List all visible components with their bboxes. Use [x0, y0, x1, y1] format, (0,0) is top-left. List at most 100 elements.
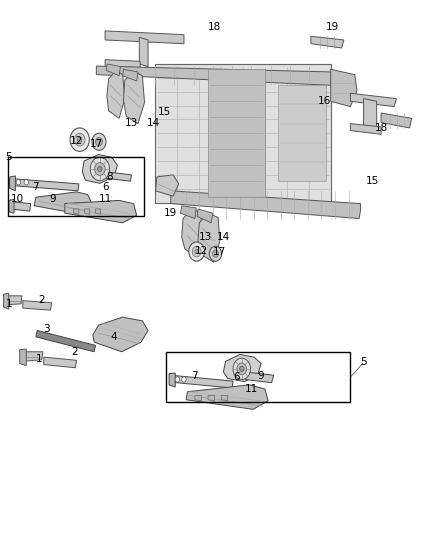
Circle shape: [209, 246, 222, 261]
Polygon shape: [11, 179, 79, 191]
Text: 9: 9: [257, 371, 264, 381]
Polygon shape: [381, 113, 412, 128]
Polygon shape: [198, 213, 220, 262]
Polygon shape: [331, 69, 357, 107]
Text: 4: 4: [110, 332, 117, 342]
Polygon shape: [65, 200, 137, 223]
Polygon shape: [107, 70, 125, 118]
Circle shape: [98, 166, 102, 172]
Polygon shape: [221, 395, 228, 401]
Polygon shape: [36, 330, 95, 352]
Polygon shape: [105, 60, 140, 68]
Polygon shape: [245, 372, 274, 383]
Text: 19: 19: [326, 22, 339, 31]
Text: 18: 18: [374, 123, 388, 133]
Text: 2: 2: [71, 347, 78, 357]
Text: 19: 19: [164, 208, 177, 218]
Text: 3: 3: [42, 325, 49, 334]
Polygon shape: [82, 155, 117, 183]
Polygon shape: [96, 66, 332, 85]
Text: 14: 14: [147, 118, 160, 127]
Circle shape: [233, 358, 251, 379]
Polygon shape: [278, 85, 326, 181]
Text: 13: 13: [125, 118, 138, 127]
Circle shape: [90, 157, 110, 181]
Polygon shape: [186, 385, 268, 409]
Polygon shape: [364, 99, 377, 131]
Circle shape: [92, 133, 106, 150]
Circle shape: [212, 250, 219, 257]
Text: 13: 13: [199, 232, 212, 242]
Polygon shape: [34, 192, 92, 214]
Polygon shape: [22, 352, 43, 361]
Text: 7: 7: [32, 182, 39, 191]
Text: 8: 8: [106, 172, 113, 182]
Bar: [166, 352, 350, 402]
Polygon shape: [10, 176, 15, 191]
Text: 1: 1: [5, 299, 12, 309]
Circle shape: [182, 377, 186, 382]
Polygon shape: [95, 209, 101, 214]
Circle shape: [74, 133, 85, 146]
Circle shape: [95, 138, 102, 146]
Polygon shape: [208, 69, 265, 197]
Circle shape: [24, 180, 28, 185]
Text: 15: 15: [366, 176, 379, 186]
Polygon shape: [171, 375, 233, 388]
Polygon shape: [44, 357, 77, 368]
Text: 14: 14: [217, 232, 230, 242]
Text: 18: 18: [208, 22, 221, 31]
Polygon shape: [104, 172, 131, 181]
Text: 6: 6: [102, 182, 109, 191]
Polygon shape: [105, 31, 184, 44]
Text: 10: 10: [11, 195, 24, 204]
Polygon shape: [171, 191, 360, 219]
Polygon shape: [350, 93, 396, 107]
Text: 17: 17: [212, 247, 226, 257]
Text: 16: 16: [318, 96, 331, 106]
Text: 15: 15: [158, 107, 171, 117]
Circle shape: [237, 363, 247, 375]
Circle shape: [192, 246, 201, 257]
Text: 12: 12: [70, 136, 83, 146]
Polygon shape: [139, 37, 148, 67]
Text: 12: 12: [195, 246, 208, 255]
Polygon shape: [9, 199, 14, 213]
Polygon shape: [74, 209, 79, 214]
Polygon shape: [23, 301, 52, 310]
Circle shape: [189, 242, 205, 261]
Polygon shape: [85, 209, 90, 214]
Polygon shape: [155, 64, 331, 203]
Polygon shape: [155, 175, 179, 196]
Bar: [8, 157, 144, 216]
Polygon shape: [180, 206, 196, 219]
Circle shape: [95, 163, 105, 175]
Text: 5: 5: [5, 152, 12, 162]
Polygon shape: [4, 293, 9, 309]
Polygon shape: [93, 317, 148, 352]
Polygon shape: [208, 395, 215, 401]
Polygon shape: [124, 72, 145, 124]
Text: 11: 11: [99, 195, 112, 204]
Text: 1: 1: [36, 354, 43, 364]
Polygon shape: [223, 354, 261, 382]
Circle shape: [175, 377, 180, 382]
Polygon shape: [4, 296, 22, 305]
Circle shape: [240, 366, 244, 372]
Polygon shape: [182, 208, 202, 257]
Text: 11: 11: [245, 384, 258, 394]
Polygon shape: [106, 64, 120, 76]
Circle shape: [195, 249, 198, 254]
Text: 2: 2: [38, 295, 45, 304]
Text: 17: 17: [90, 139, 103, 149]
Polygon shape: [169, 373, 175, 387]
Polygon shape: [350, 124, 381, 134]
Polygon shape: [195, 395, 201, 401]
Text: 7: 7: [191, 371, 198, 381]
Polygon shape: [123, 69, 138, 81]
Circle shape: [16, 180, 21, 185]
Polygon shape: [197, 209, 213, 223]
Polygon shape: [10, 201, 31, 211]
Text: 6: 6: [233, 373, 240, 382]
Circle shape: [70, 128, 89, 151]
